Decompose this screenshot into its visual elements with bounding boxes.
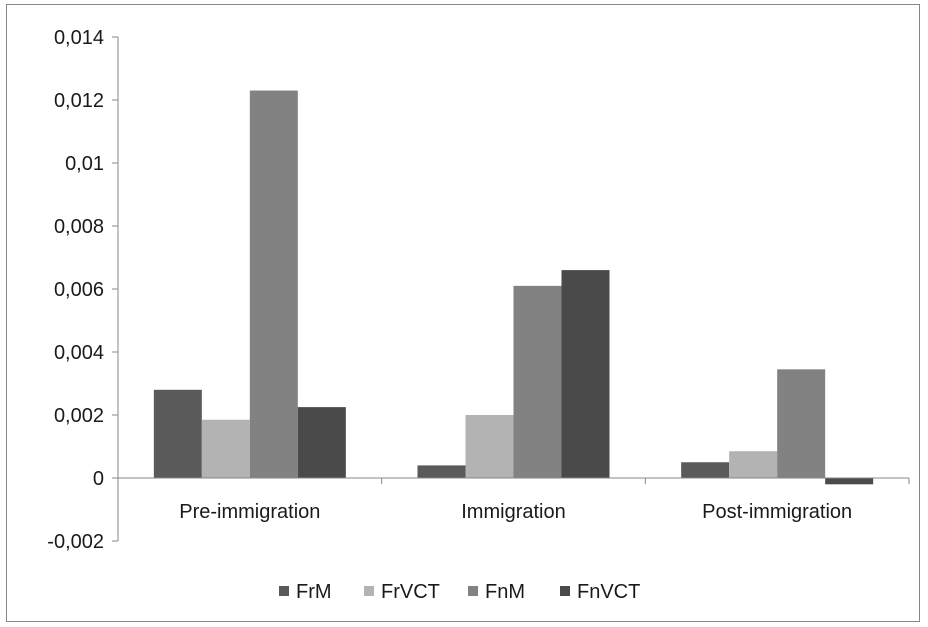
category-label: Pre-immigration — [179, 501, 320, 523]
y-tick-label: 0,004 — [54, 342, 104, 364]
y-tick-label: 0,014 — [54, 27, 104, 49]
category-label: Post-immigration — [702, 501, 852, 523]
y-tick-label: -0,002 — [47, 531, 104, 553]
y-tick-label: 0,008 — [54, 216, 104, 238]
bar-fnm — [513, 285, 562, 478]
y-tick-label: 0 — [93, 468, 104, 490]
chart-area: -0,002 0 0,002 0,004 0,006 0,008 0,01 0,012 0,01… — [6, 4, 920, 622]
legend-label-fnvct: FnVCT — [577, 581, 640, 603]
category-label: Immigration — [461, 501, 565, 523]
legend-swatch-frvct — [364, 586, 374, 596]
y-tick-label: 0,002 — [54, 405, 104, 427]
y-tick-label: 0,006 — [54, 279, 104, 301]
bar-fnvct — [825, 478, 874, 485]
bars — [153, 90, 874, 485]
bar-frvct — [729, 451, 778, 478]
legend-label-frvct: FrVCT — [381, 581, 440, 603]
legend-swatch-frm — [279, 586, 289, 596]
bar-frm — [153, 389, 202, 478]
legend: FrM FrVCT FnM FnVCT — [279, 581, 640, 603]
bar-chart: -0,002 0 0,002 0,004 0,006 0,008 0,01 0,012 0,01… — [47, 27, 910, 603]
legend-label-fnm: FnM — [485, 581, 525, 603]
bar-frm — [681, 462, 730, 478]
legend-swatch-fnvct — [560, 586, 570, 596]
y-axis: -0,002 0 0,002 0,004 0,006 0,008 0,01 0,012 0,01… — [47, 27, 119, 553]
legend-swatch-fnm — [468, 586, 478, 596]
bar-frvct — [465, 415, 514, 478]
y-tick-label: 0,012 — [54, 90, 104, 112]
bar-fnvct — [297, 407, 346, 478]
bar-fnvct — [561, 270, 610, 478]
bar-frvct — [201, 419, 250, 478]
bar-frm — [417, 465, 466, 478]
bar-fnm — [777, 369, 826, 478]
bar-fnm — [249, 90, 298, 479]
x-axis: Pre-immigration Immigration Post-immigrati… — [117, 477, 910, 523]
legend-label-frm: FrM — [296, 581, 332, 603]
y-tick-label: 0,01 — [65, 153, 104, 175]
